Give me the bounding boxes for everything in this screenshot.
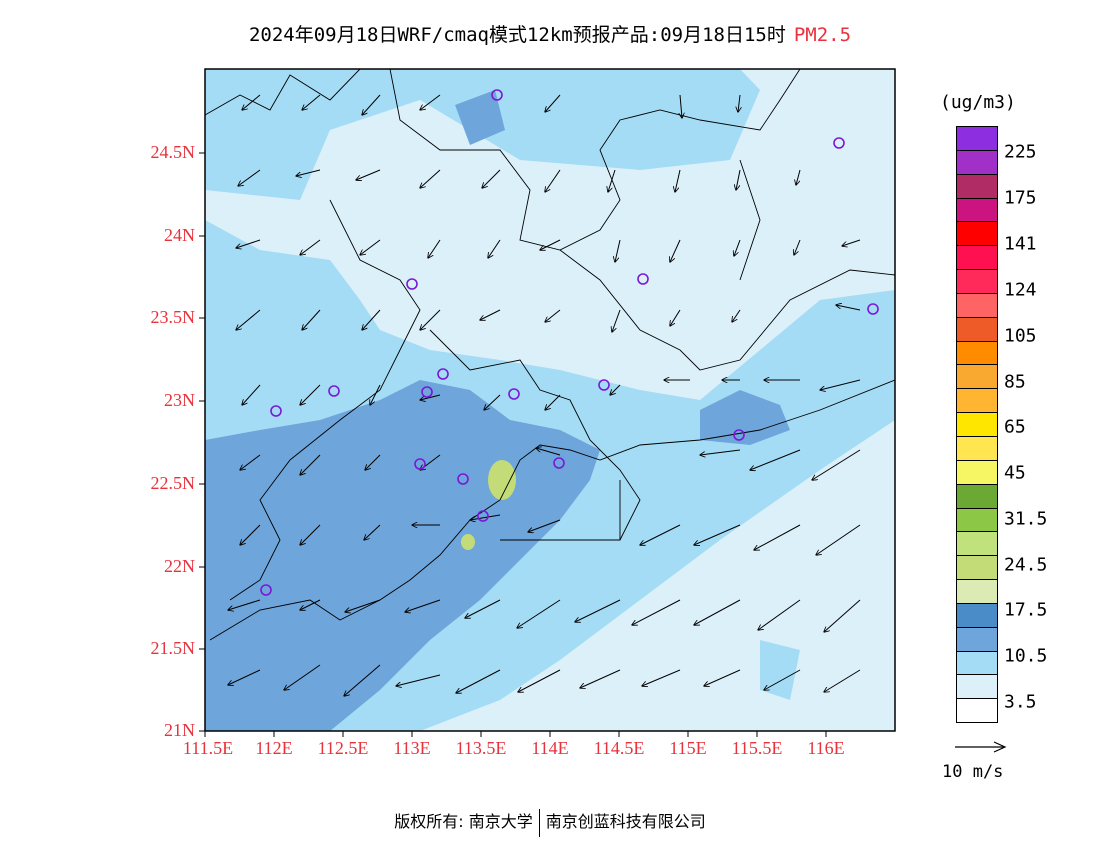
color-legend	[956, 126, 998, 723]
axis-ticks	[199, 152, 827, 737]
legend-swatch	[957, 651, 997, 676]
lon-label-112.5: 112.5E	[317, 738, 369, 758]
lon-label-111.5: 111.5E	[182, 738, 234, 758]
footer: 版权所有: 南京大学 南京创蓝科技有限公司	[0, 808, 1100, 837]
legend-swatch	[957, 127, 997, 151]
legend-swatch	[957, 675, 997, 700]
legend-swatch	[957, 460, 997, 485]
legend-swatch	[957, 246, 997, 271]
company-text: 南京创蓝科技有限公司	[545, 812, 706, 831]
legend-tick: 17.5	[1004, 599, 1048, 621]
legend-swatch	[957, 317, 997, 342]
field-hotspot-2	[461, 534, 475, 550]
copyright-text: 版权所有: 南京大学	[394, 812, 533, 831]
lat-label-22.5: 22.5N	[150, 473, 196, 493]
field-medium-blue-3	[455, 90, 505, 145]
legend-tick: 105	[1004, 325, 1037, 347]
legend-swatch	[957, 293, 997, 318]
boundary-lines	[205, 69, 895, 641]
wind-reference-label: 10 m/s	[942, 762, 1004, 782]
legend-swatch	[957, 556, 997, 581]
station-markers	[260, 89, 879, 596]
lon-label-113: 113E	[393, 738, 431, 758]
lon-label-115.5: 115.5E	[731, 738, 783, 758]
legend-tick: 85	[1004, 371, 1026, 393]
legend-swatch	[957, 580, 997, 604]
field-hotspot-1	[488, 460, 516, 500]
title-text: 2024年09月18日WRF/cmaq模式12km预报产品:09月18日15时	[248, 24, 786, 46]
legend-tick: 45	[1004, 462, 1026, 484]
legend-tick: 31.5	[1004, 508, 1048, 530]
pollutant-label: PM2.5	[793, 24, 852, 46]
lat-label-22: 22N	[164, 556, 195, 576]
legend-swatch	[957, 222, 997, 247]
lon-label-116: 116E	[807, 738, 845, 758]
legend-tick: 65	[1004, 416, 1026, 438]
legend-swatch	[957, 174, 997, 199]
map-title: 2024年09月18日WRF/cmaq模式12km预报产品:09月18日15时 P…	[0, 20, 1100, 47]
legend-swatch	[957, 150, 997, 175]
legend-swatch	[957, 270, 997, 294]
legend-tick: 225	[1004, 141, 1037, 163]
legend-tick: 3.5	[1004, 691, 1037, 713]
legend-swatch	[957, 508, 997, 533]
concentration-field	[205, 69, 895, 731]
wind-vectors	[228, 94, 861, 696]
lat-label-21: 21N	[164, 720, 195, 740]
legend-swatch	[957, 603, 997, 628]
lat-label-23.5: 23.5N	[150, 307, 196, 327]
lat-label-21.5: 21.5N	[150, 638, 196, 658]
lon-label-114.5: 114.5E	[593, 738, 645, 758]
legend-swatch	[957, 532, 997, 557]
legend-tick: 24.5	[1004, 554, 1048, 576]
legend-tick: 141	[1004, 233, 1037, 255]
lat-label-24.5: 24.5N	[150, 142, 196, 162]
legend-swatch	[957, 413, 997, 437]
lon-label-114: 114E	[531, 738, 569, 758]
legend-tick: 175	[1004, 187, 1037, 209]
field-medium-blue-2	[700, 390, 790, 445]
legend-swatch	[957, 699, 997, 723]
legend-tick: 124	[1004, 279, 1037, 301]
legend-tick: 10.5	[1004, 645, 1048, 667]
lat-label-24: 24N	[164, 225, 195, 245]
footer-separator	[538, 808, 540, 837]
lon-label-113.5: 113.5E	[455, 738, 507, 758]
legend-swatch	[957, 198, 997, 223]
wind-reference-arrow	[955, 741, 1007, 753]
lon-label-115: 115E	[669, 738, 707, 758]
legend-swatch	[957, 389, 997, 414]
legend-swatch	[957, 365, 997, 390]
legend-swatch	[957, 627, 997, 652]
legend-swatch	[957, 341, 997, 366]
legend-unit: (ug/m3)	[940, 92, 1016, 113]
legend-swatch	[957, 484, 997, 509]
lon-label-112: 112E	[255, 738, 293, 758]
legend-swatch	[957, 436, 997, 461]
lat-label-23: 23N	[164, 390, 195, 410]
